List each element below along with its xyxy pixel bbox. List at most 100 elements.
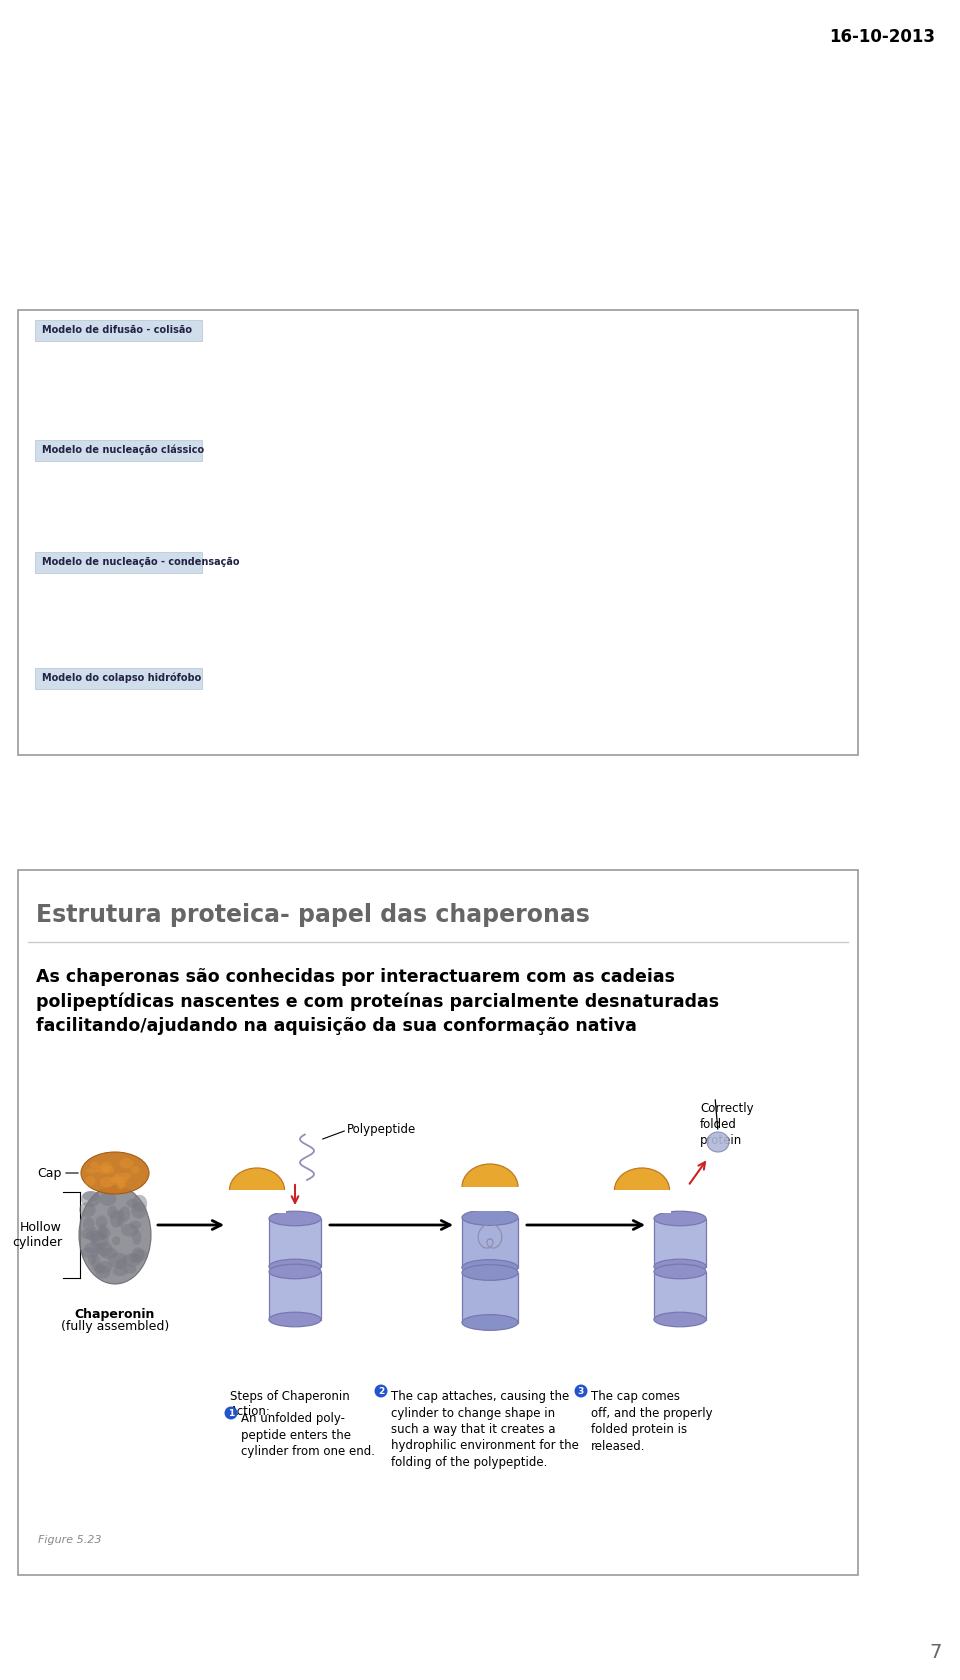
Ellipse shape	[462, 1210, 518, 1225]
Text: As chaperonas são conhecidas por interactuarem com as cadeias
polipeptídicas nas: As chaperonas são conhecidas por interac…	[36, 968, 719, 1035]
FancyBboxPatch shape	[35, 319, 202, 341]
Ellipse shape	[91, 1255, 100, 1270]
Ellipse shape	[116, 1210, 125, 1226]
Ellipse shape	[269, 1265, 321, 1278]
Ellipse shape	[109, 1210, 122, 1228]
Ellipse shape	[116, 1176, 129, 1183]
Ellipse shape	[95, 1265, 110, 1278]
Text: Chaperonin: Chaperonin	[75, 1309, 156, 1320]
FancyBboxPatch shape	[35, 440, 202, 460]
Bar	[461, 1188, 519, 1211]
Ellipse shape	[269, 1260, 321, 1273]
Bar	[462, 1218, 518, 1267]
Ellipse shape	[654, 1211, 706, 1226]
Text: Hollow
cylinder: Hollow cylinder	[12, 1221, 62, 1248]
Text: Modelo de difusão - colisão: Modelo de difusão - colisão	[42, 324, 192, 334]
Text: The cap comes
off, and the properly
folded protein is
released.: The cap comes off, and the properly fold…	[591, 1389, 712, 1453]
Ellipse shape	[101, 1161, 112, 1173]
Bar	[462, 1272, 518, 1322]
Text: Modelo de nucleação - condensação: Modelo de nucleação - condensação	[42, 558, 239, 566]
FancyBboxPatch shape	[18, 870, 858, 1576]
Ellipse shape	[614, 1168, 669, 1211]
Ellipse shape	[98, 1223, 108, 1240]
Ellipse shape	[129, 1253, 138, 1263]
Ellipse shape	[117, 1179, 124, 1189]
Ellipse shape	[113, 1174, 120, 1184]
Ellipse shape	[87, 1253, 96, 1265]
Text: The cap attaches, causing the
cylinder to change shape in
such a way that it cre: The cap attaches, causing the cylinder t…	[391, 1389, 579, 1468]
Ellipse shape	[117, 1173, 132, 1179]
Ellipse shape	[133, 1250, 148, 1260]
Ellipse shape	[89, 1226, 98, 1243]
Text: 1: 1	[228, 1408, 234, 1418]
Ellipse shape	[654, 1265, 706, 1278]
Ellipse shape	[81, 1152, 149, 1194]
Ellipse shape	[83, 1218, 95, 1231]
Ellipse shape	[96, 1242, 112, 1257]
Ellipse shape	[81, 1230, 94, 1240]
Ellipse shape	[654, 1312, 706, 1327]
Ellipse shape	[96, 1215, 108, 1228]
Ellipse shape	[112, 1267, 128, 1277]
Ellipse shape	[100, 1176, 114, 1188]
Ellipse shape	[119, 1206, 130, 1221]
Ellipse shape	[132, 1230, 141, 1245]
Bar	[654, 1272, 706, 1319]
Ellipse shape	[83, 1191, 100, 1201]
Ellipse shape	[103, 1166, 114, 1174]
Ellipse shape	[90, 1163, 99, 1168]
Ellipse shape	[131, 1166, 139, 1174]
Ellipse shape	[109, 1176, 122, 1183]
Ellipse shape	[91, 1233, 108, 1250]
Ellipse shape	[100, 1248, 118, 1258]
Ellipse shape	[81, 1248, 99, 1258]
Ellipse shape	[123, 1253, 141, 1267]
Ellipse shape	[462, 1265, 518, 1280]
Ellipse shape	[108, 1206, 118, 1218]
Ellipse shape	[96, 1164, 109, 1174]
Ellipse shape	[269, 1211, 321, 1226]
Circle shape	[374, 1384, 388, 1398]
FancyBboxPatch shape	[35, 667, 202, 689]
Ellipse shape	[124, 1265, 136, 1273]
Text: 3: 3	[578, 1386, 584, 1396]
Text: Modelo do colapso hidrófobo: Modelo do colapso hidrófobo	[42, 672, 202, 684]
Ellipse shape	[462, 1260, 518, 1275]
Ellipse shape	[94, 1263, 106, 1273]
Ellipse shape	[79, 1186, 151, 1284]
Text: Polypeptide: Polypeptide	[347, 1124, 417, 1136]
Ellipse shape	[79, 1203, 96, 1218]
Text: An unfolded poly-
peptide enters the
cylinder from one end.: An unfolded poly- peptide enters the cyl…	[241, 1411, 375, 1458]
Bar	[228, 1189, 285, 1213]
Bar	[654, 1218, 706, 1267]
FancyBboxPatch shape	[18, 311, 858, 754]
Text: Estrutura proteica- papel das chaperonas: Estrutura proteica- papel das chaperonas	[36, 904, 589, 927]
Text: (fully assembled): (fully assembled)	[60, 1320, 169, 1332]
Ellipse shape	[96, 1262, 112, 1273]
Text: Figure 5.23: Figure 5.23	[38, 1536, 102, 1546]
Bar	[269, 1218, 321, 1267]
Ellipse shape	[127, 1200, 138, 1208]
Text: Cap: Cap	[37, 1166, 62, 1179]
Ellipse shape	[132, 1194, 147, 1211]
Ellipse shape	[98, 1228, 110, 1238]
Ellipse shape	[115, 1258, 127, 1270]
Ellipse shape	[108, 1252, 128, 1268]
Text: Modelo de nucleação clássico: Modelo de nucleação clássico	[42, 445, 204, 455]
Bar	[613, 1189, 670, 1213]
Text: Correctly
folded
protein: Correctly folded protein	[700, 1102, 754, 1147]
Ellipse shape	[132, 1201, 147, 1218]
Ellipse shape	[132, 1247, 144, 1263]
Bar	[269, 1272, 321, 1319]
Text: 2: 2	[378, 1386, 384, 1396]
Ellipse shape	[118, 1178, 126, 1189]
Ellipse shape	[462, 1315, 518, 1331]
Ellipse shape	[81, 1191, 101, 1208]
Ellipse shape	[84, 1243, 104, 1253]
Ellipse shape	[112, 1236, 120, 1245]
FancyBboxPatch shape	[35, 551, 202, 573]
Ellipse shape	[229, 1168, 284, 1211]
Ellipse shape	[84, 1176, 96, 1186]
Circle shape	[574, 1384, 588, 1398]
Ellipse shape	[121, 1223, 138, 1236]
